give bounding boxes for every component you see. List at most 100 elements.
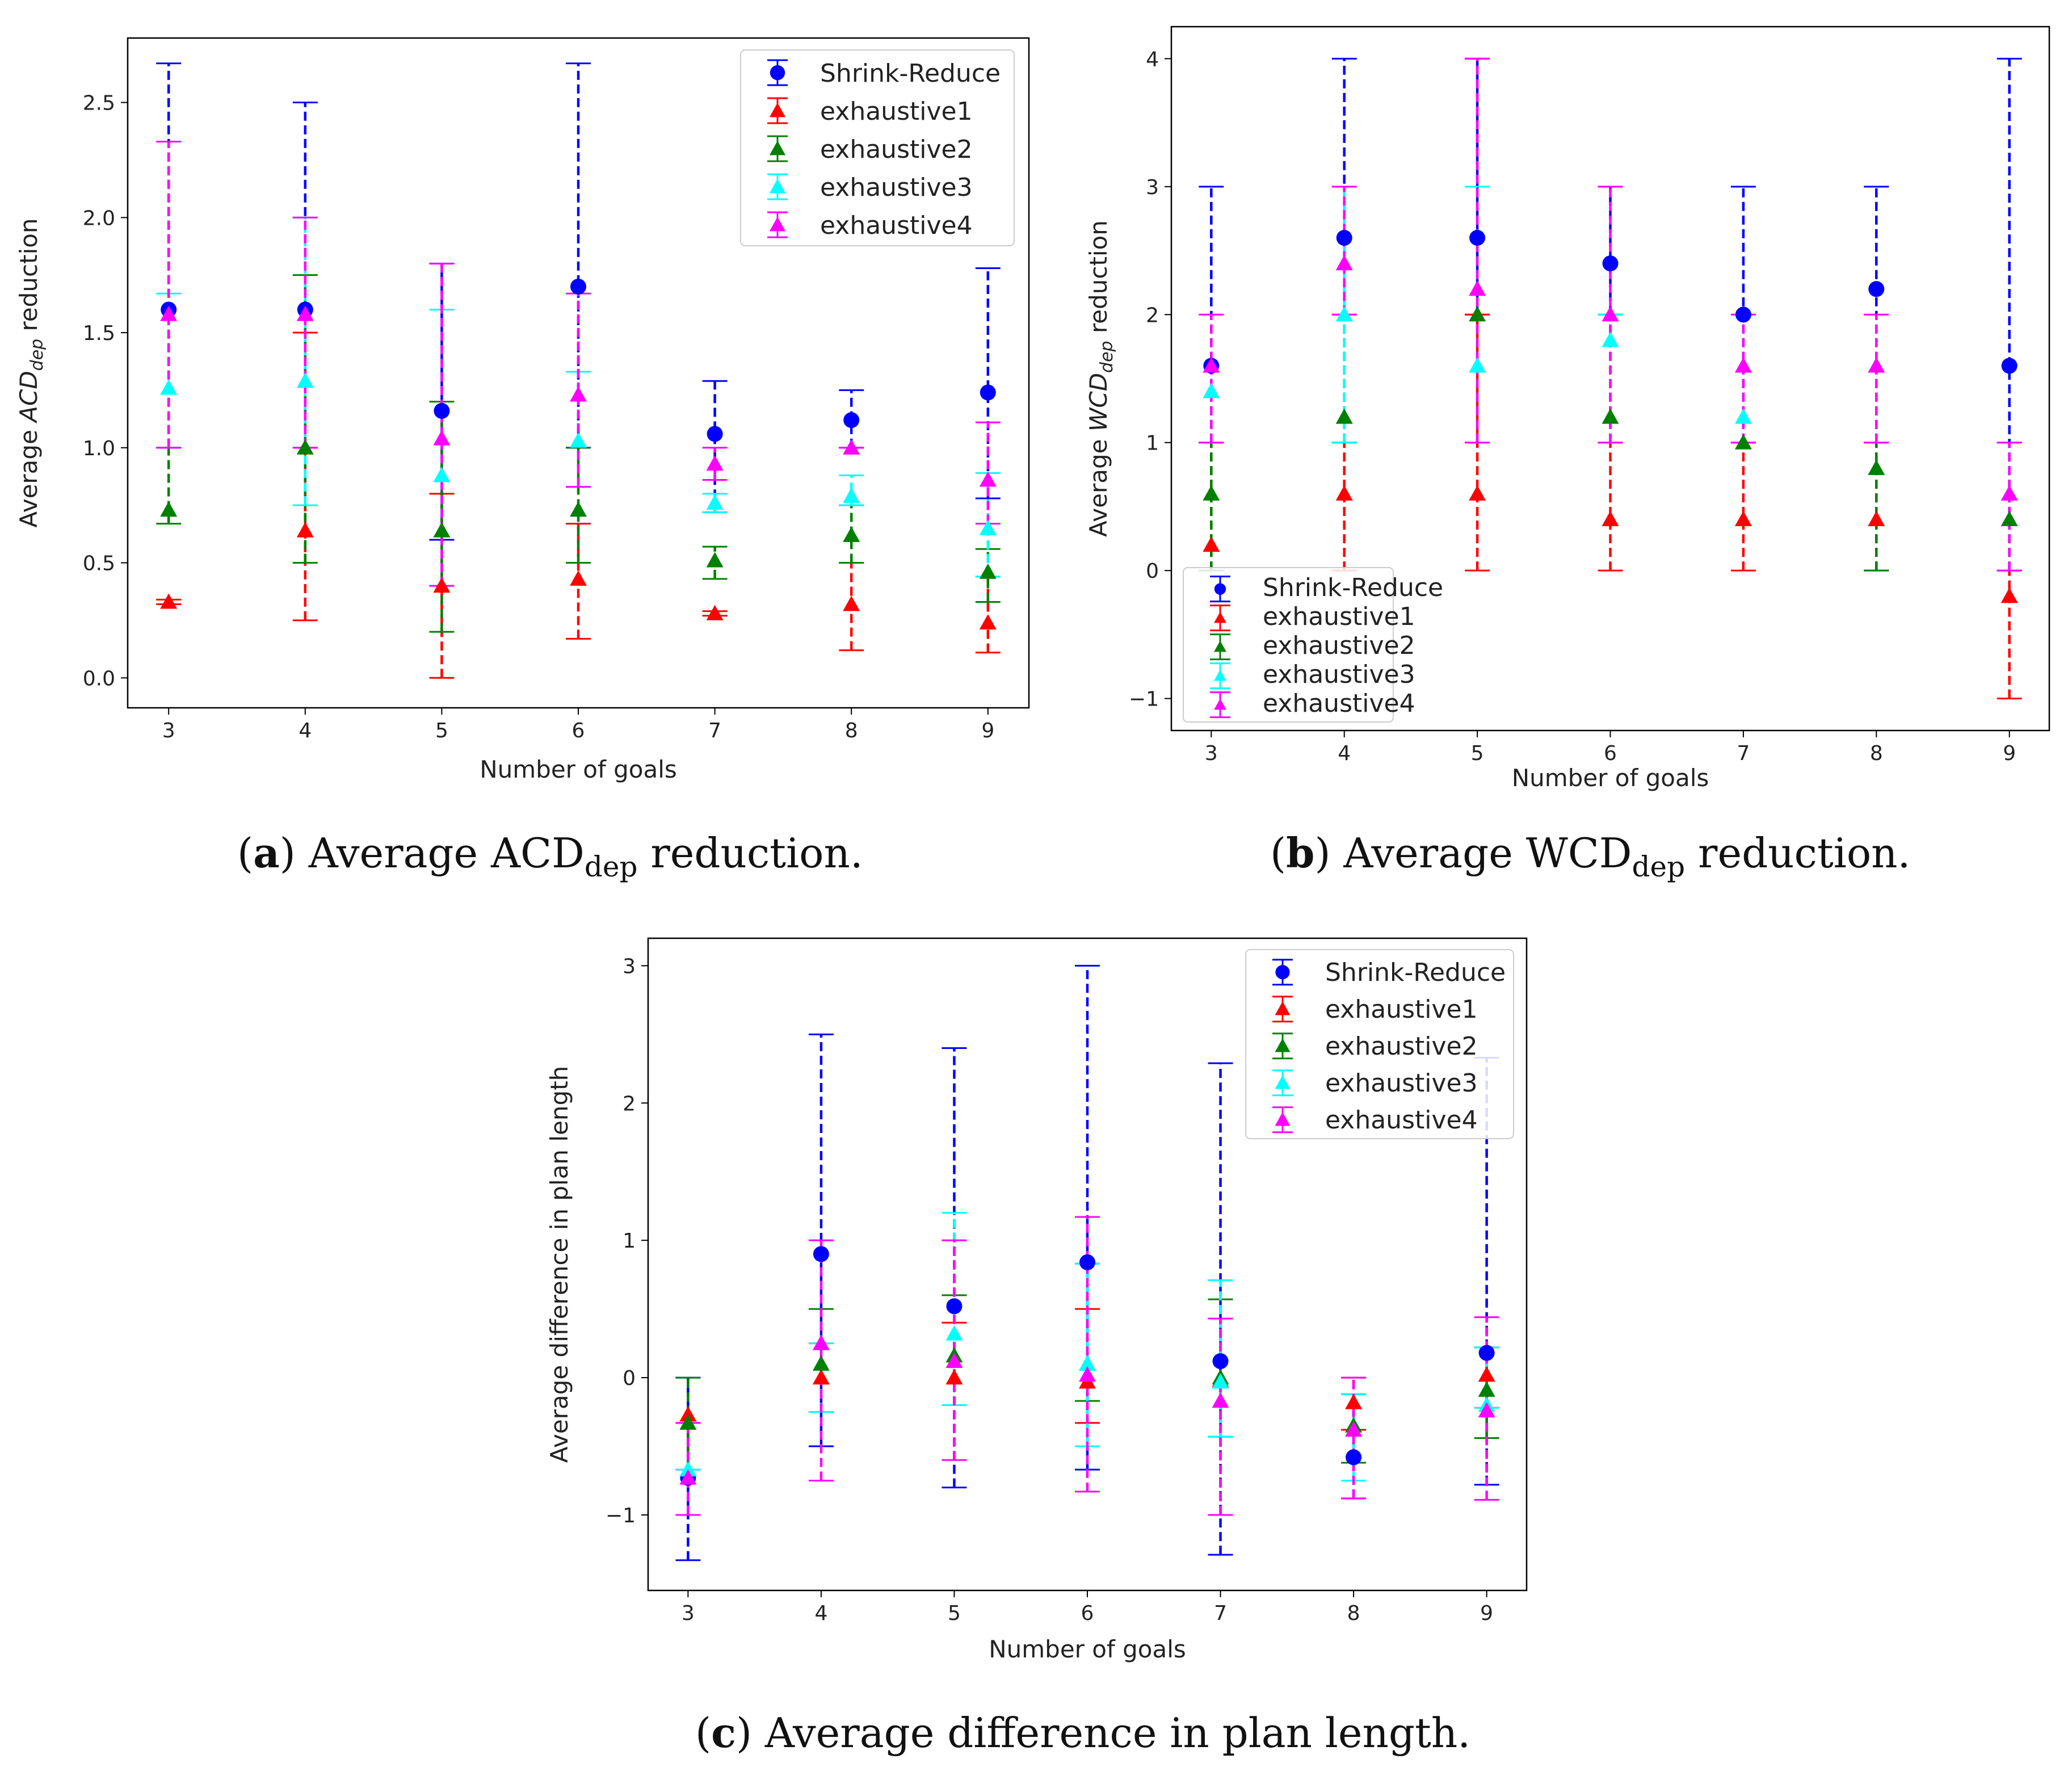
caption-b-text-after: reduction. bbox=[1685, 829, 1911, 877]
legend-marker bbox=[1275, 1075, 1291, 1089]
caption-a-text: Average ACD bbox=[308, 829, 585, 877]
data-point bbox=[1203, 485, 1220, 501]
data-point bbox=[433, 430, 451, 446]
data-point bbox=[1469, 357, 1486, 373]
markers-exhaustive4 bbox=[679, 1334, 1495, 1485]
y-tick-label: 2 bbox=[1146, 304, 1159, 327]
legend-label: Shrink-Reduce bbox=[1325, 958, 1506, 987]
x-tick-label: 7 bbox=[1214, 1602, 1227, 1625]
data-point bbox=[843, 439, 860, 455]
chart-c: 3 4 5 6 7 8 9 −1 0 1 2 3 Number of goals Average diff… bbox=[545, 937, 1528, 1663]
data-point bbox=[1602, 408, 1619, 424]
y-axis-label-var: ACD bbox=[15, 371, 43, 423]
data-point bbox=[706, 605, 724, 620]
y-axis-label-part: reduction bbox=[1085, 220, 1112, 341]
y-tick-label: 2.5 bbox=[83, 92, 115, 115]
x-tick-label: 7 bbox=[708, 719, 721, 742]
data-point bbox=[296, 439, 314, 455]
y-tick-label: 1.5 bbox=[83, 322, 115, 345]
data-point bbox=[812, 1369, 830, 1385]
x-tick-label: 6 bbox=[1604, 742, 1617, 765]
data-point bbox=[433, 467, 451, 482]
data-point bbox=[1079, 1366, 1096, 1382]
data-point bbox=[1469, 306, 1486, 322]
legend-item: exhaustive2 bbox=[767, 135, 973, 164]
data-point bbox=[1345, 1393, 1363, 1409]
y-axis-label-sub: dep bbox=[1097, 341, 1117, 373]
data-point bbox=[679, 1406, 697, 1422]
data-point bbox=[1734, 511, 1752, 526]
legend-marker bbox=[1214, 698, 1226, 710]
legend-label: Shrink-Reduce bbox=[1263, 573, 1443, 602]
legend-item: exhaustive1 bbox=[1272, 995, 1478, 1024]
data-point bbox=[1469, 280, 1486, 296]
data-point bbox=[1735, 307, 1751, 323]
data-point bbox=[679, 1461, 697, 1477]
data-point bbox=[434, 402, 450, 419]
legend-marker bbox=[769, 102, 786, 117]
legend-marker bbox=[770, 65, 785, 81]
data-point bbox=[843, 487, 860, 503]
legend-marker bbox=[1214, 669, 1226, 681]
data-point bbox=[1212, 1392, 1229, 1408]
x-tick-label: 8 bbox=[1347, 1602, 1360, 1625]
data-point bbox=[1868, 357, 1885, 373]
legend: Shrink-Reduce exhaustive1 exhaustive2 exhau… bbox=[1245, 949, 1514, 1139]
y-tick-label: 3 bbox=[623, 955, 636, 978]
legend-item: exhaustive2 bbox=[1272, 1032, 1478, 1061]
y-tick-label: −1 bbox=[1129, 688, 1159, 711]
markers-exhaustive1 bbox=[160, 522, 997, 629]
data-point bbox=[570, 570, 587, 586]
data-point bbox=[433, 577, 451, 593]
legend-label: exhaustive1 bbox=[820, 97, 973, 126]
y-axis-label-part: Average bbox=[1085, 431, 1112, 537]
x-tick-label: 8 bbox=[1870, 742, 1883, 765]
data-point bbox=[1602, 511, 1619, 526]
y-tick-label: −1 bbox=[606, 1504, 636, 1527]
data-point bbox=[1478, 1402, 1495, 1418]
legend-marker bbox=[1275, 1038, 1291, 1052]
data-point bbox=[945, 1369, 963, 1385]
data-point bbox=[1602, 331, 1619, 347]
x-tick-label: 5 bbox=[435, 719, 448, 742]
legend-item: exhaustive3 bbox=[1272, 1069, 1478, 1098]
data-point bbox=[570, 386, 587, 402]
data-point bbox=[707, 426, 723, 442]
data-point bbox=[1203, 383, 1220, 398]
data-point bbox=[843, 595, 860, 611]
legend-label: exhaustive1 bbox=[1325, 995, 1478, 1024]
legend-marker bbox=[1214, 583, 1226, 595]
legend-label: exhaustive1 bbox=[1263, 602, 1415, 631]
markers-exhaustive1 bbox=[1203, 485, 2018, 603]
data-point bbox=[1346, 1449, 1362, 1466]
data-point bbox=[1335, 408, 1353, 424]
data-point bbox=[1478, 1345, 1495, 1361]
legend-marker bbox=[1214, 640, 1226, 652]
y-tick-label: 3 bbox=[1146, 176, 1159, 199]
y-tick-label: 1 bbox=[623, 1229, 636, 1253]
legend-marker bbox=[1275, 1001, 1291, 1015]
x-tick-label: 7 bbox=[1737, 742, 1750, 765]
caption-a-label: a bbox=[253, 829, 280, 877]
data-point bbox=[945, 1353, 963, 1369]
markers-exhaustive2 bbox=[1203, 306, 2018, 526]
y-tick-label: 0.5 bbox=[83, 552, 115, 576]
caption-c-text: Average difference in plan length. bbox=[764, 1709, 1471, 1757]
y-tick-label: 2.0 bbox=[83, 207, 115, 230]
y-axis-label-part: reduction bbox=[15, 218, 43, 338]
data-point bbox=[979, 563, 997, 579]
y-tick-label: 2 bbox=[623, 1092, 636, 1115]
legend-item: exhaustive3 bbox=[1210, 660, 1415, 690]
legend-box bbox=[1245, 949, 1514, 1139]
data-point bbox=[433, 522, 451, 538]
markers-exhaustive3 bbox=[1203, 306, 2018, 501]
x-tick-label: 6 bbox=[572, 719, 585, 742]
data-point bbox=[1345, 1421, 1363, 1437]
legend-item: exhaustive2 bbox=[1210, 631, 1415, 661]
data-point bbox=[296, 372, 314, 388]
data-point bbox=[2001, 358, 2018, 374]
data-point bbox=[296, 522, 314, 538]
data-point bbox=[812, 1334, 830, 1350]
data-point bbox=[679, 1469, 697, 1485]
data-point bbox=[1335, 485, 1353, 501]
